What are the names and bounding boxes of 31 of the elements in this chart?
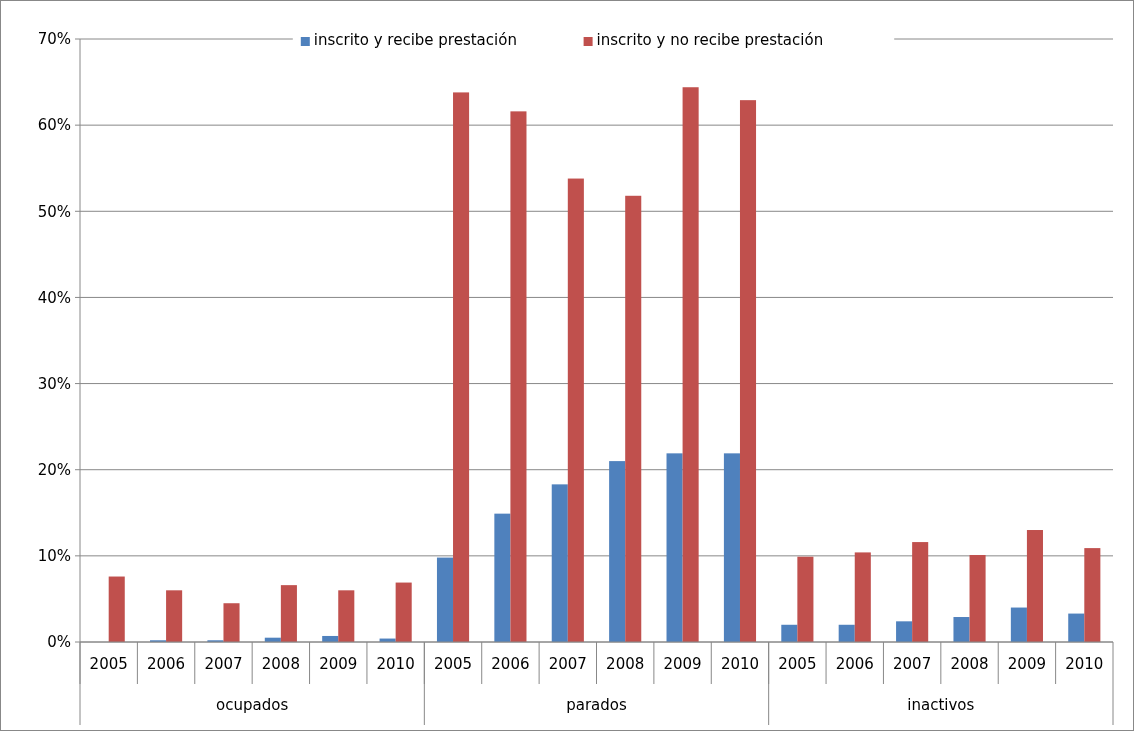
text: parados	[566, 696, 627, 714]
y-tick-label: 50%	[37, 202, 71, 221]
x-tick-label: 2006	[491, 655, 530, 673]
x-tick-label: 2008	[261, 655, 300, 673]
x-tick-label: 2005	[778, 655, 817, 673]
x-tick-label: 2010	[1065, 655, 1104, 673]
y-tick-label: 40%	[37, 288, 71, 307]
x-tick-label: 2007	[204, 655, 243, 673]
text: ocupados	[216, 696, 289, 714]
y-tick-label: 30%	[37, 374, 71, 393]
text: inactivos	[907, 696, 975, 714]
x-tick-label: 2010	[720, 655, 760, 673]
x-tick-label: 2005	[433, 655, 473, 673]
legend-label: inscrito y recibe prestación	[313, 31, 517, 49]
x-tick-label: 2008	[606, 655, 645, 673]
legend-label: inscrito y no recibe prestación	[596, 31, 824, 49]
x-tick-label: 2009	[319, 655, 358, 673]
y-tick-label: 0%	[47, 633, 71, 652]
x-tick-label: 2005	[89, 655, 128, 673]
y-tick-label: 70%	[37, 30, 71, 49]
x-tick-label: 2006	[146, 655, 186, 673]
x-tick-label: 2010	[376, 655, 415, 673]
y-tick-label: 60%	[37, 116, 71, 135]
x-tick-label: 2008	[950, 655, 989, 673]
y-tick-label: 20%	[37, 460, 71, 479]
x-tick-label: 2009	[663, 655, 702, 673]
y-tick-label: 10%	[37, 547, 71, 566]
x-tick-label: 2009	[1007, 655, 1047, 673]
x-tick-label: 2007	[548, 655, 587, 673]
x-tick-label: 2006	[835, 655, 874, 673]
x-tick-label: 2007	[893, 655, 932, 673]
